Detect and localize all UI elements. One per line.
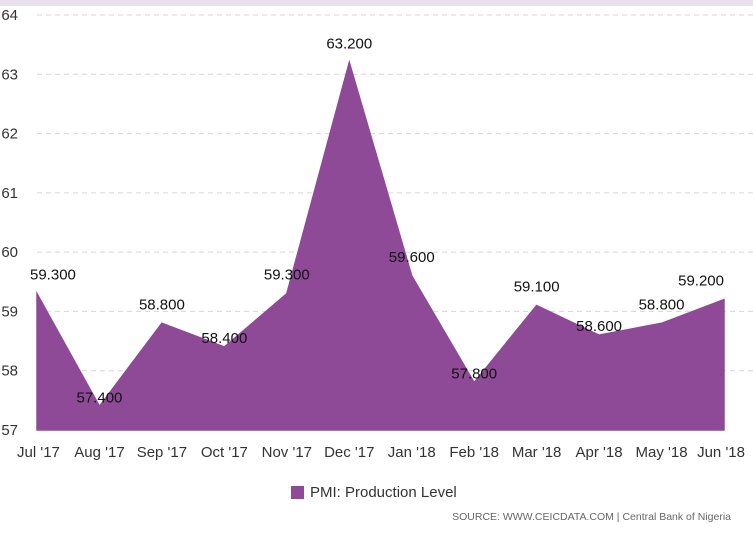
y-tick-label: 57: [1, 422, 18, 439]
data-label: 59.300: [264, 267, 310, 284]
data-label: 59.300: [30, 267, 76, 284]
data-label: 59.100: [514, 279, 560, 296]
x-tick-label: Feb '18: [449, 444, 499, 461]
data-label: 57.400: [77, 389, 123, 406]
data-label: 63.200: [326, 35, 372, 52]
data-label: 57.800: [451, 366, 497, 383]
legend[interactable]: PMI: Production Level: [291, 484, 457, 501]
legend-label: PMI: Production Level: [310, 484, 457, 501]
x-tick-label: Jan '18: [388, 444, 436, 461]
x-tick-label: Jul '17: [17, 444, 60, 461]
x-tick-label: Jun '18: [697, 444, 745, 461]
x-tick-label: May '18: [636, 444, 688, 461]
x-tick-label: Apr '18: [576, 444, 623, 461]
data-label: 58.800: [139, 296, 185, 313]
x-tick-label: Oct '17: [201, 444, 248, 461]
y-tick-label: 63: [1, 66, 18, 83]
data-label: 58.800: [639, 296, 685, 313]
x-tick-label: Nov '17: [262, 444, 312, 461]
y-tick-label: 64: [1, 7, 18, 24]
y-tick-label: 62: [1, 126, 18, 143]
data-label: 58.600: [576, 318, 622, 335]
x-tick-label: Mar '18: [512, 444, 562, 461]
y-tick-label: 60: [1, 244, 18, 261]
x-tick-label: Sep '17: [137, 444, 187, 461]
y-tick-label: 58: [1, 363, 18, 380]
data-labels: 59.300 57.400 58.800 58.400 59.300 63.200 59.6…: [30, 35, 724, 406]
x-tick-label: Dec '17: [324, 444, 374, 461]
x-axis-ticks: Jul '17 Aug '17 Sep '17 Oct '17 Nov '17 Dec '…: [17, 444, 745, 461]
y-tick-label: 59: [1, 303, 18, 320]
data-label: 59.200: [678, 273, 724, 290]
legend-swatch: [291, 486, 304, 499]
top-divider: [0, 0, 753, 6]
x-tick-label: Aug '17: [74, 444, 124, 461]
data-label: 58.400: [201, 330, 247, 347]
source-note: SOURCE: WWW.CEICDATA.COM | Central Bank …: [452, 511, 731, 523]
y-tick-label: 61: [1, 185, 18, 202]
series-area-path: [36, 59, 725, 431]
y-axis-ticks: 57 58 59 60 61 62 63 64: [1, 7, 18, 439]
data-label: 59.600: [389, 249, 435, 266]
series-area: [36, 59, 725, 431]
